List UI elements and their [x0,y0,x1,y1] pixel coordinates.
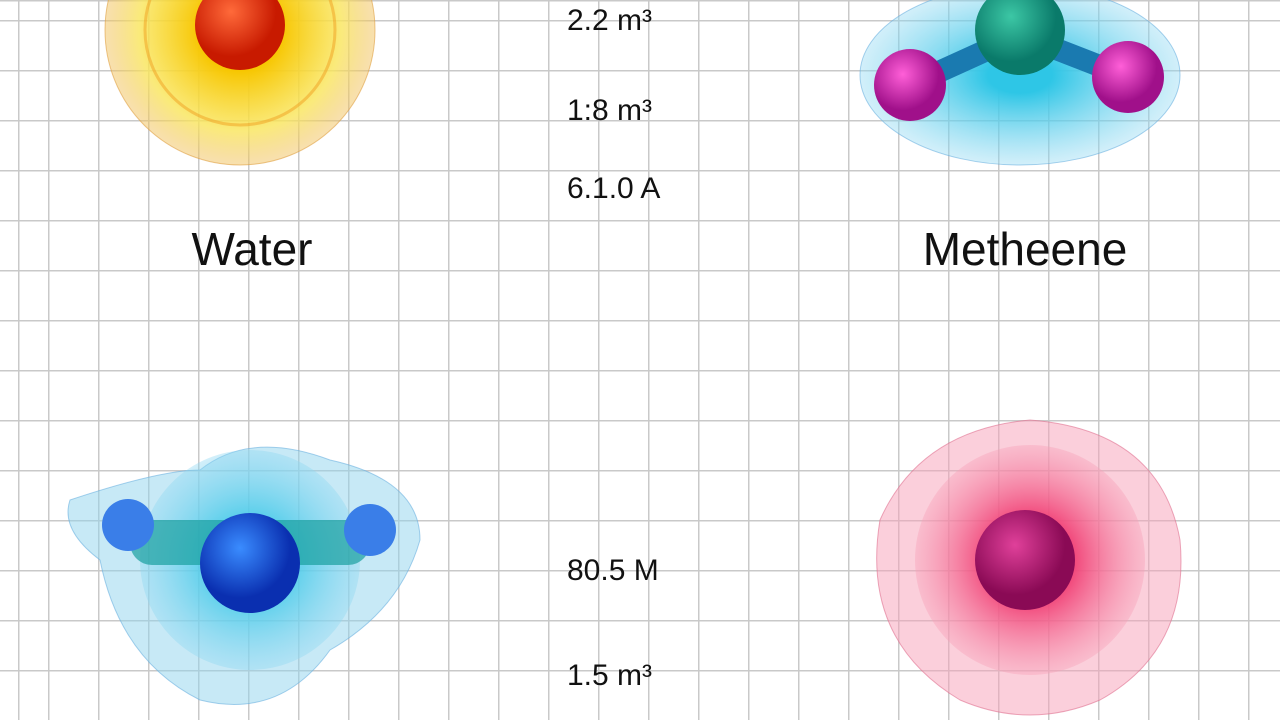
measurement: 6.1.0 A [567,172,660,205]
measurement: 80.5 M [567,554,659,587]
metheene-molecule [859,0,1181,166]
measurement: 1.5 m³ [567,659,652,692]
pink-molecule [876,419,1182,716]
measurement: 2.2 m³ [567,4,652,37]
measurement: 1:8 m³ [567,94,652,127]
molecule-label: Water [192,223,313,275]
molecule-label: Metheene [923,223,1128,275]
blue-molecule [67,446,421,705]
water-molecule [104,0,376,166]
